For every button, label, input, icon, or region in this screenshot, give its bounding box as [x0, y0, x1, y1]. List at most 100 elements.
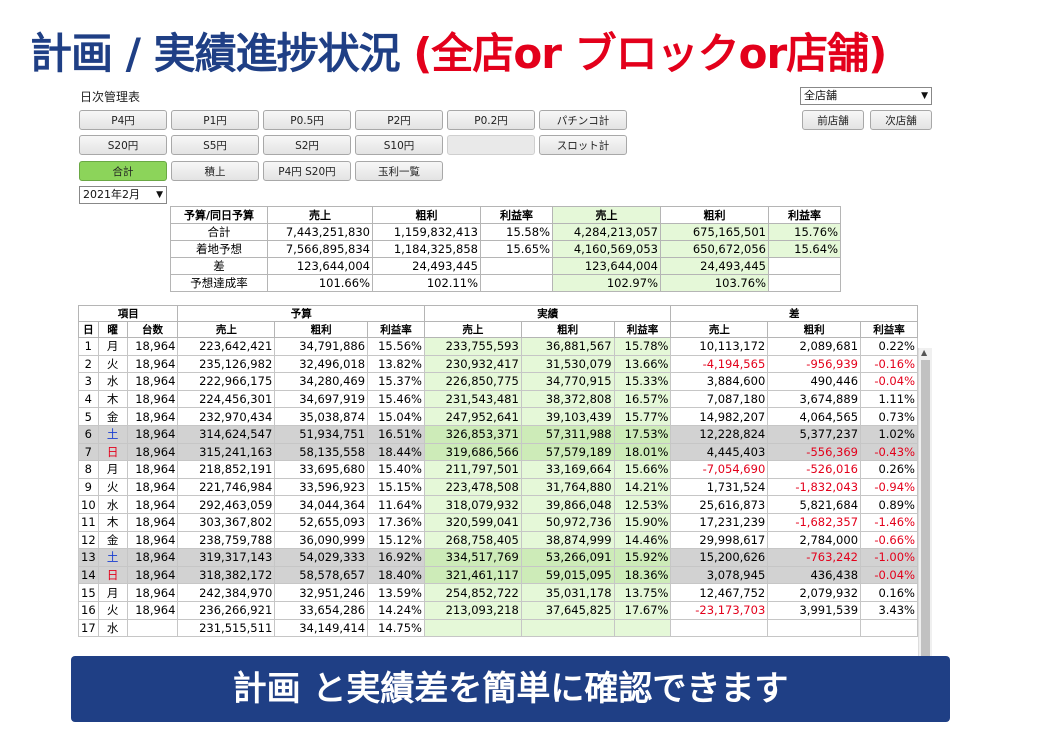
table-cell: 238,759,788	[177, 530, 276, 550]
table-cell: 15.12%	[367, 530, 425, 550]
table-cell: 436,438	[767, 565, 862, 585]
table-cell: 0.73%	[860, 407, 918, 426]
table-cell: 213,093,218	[423, 600, 522, 620]
table-cell	[670, 618, 769, 638]
table-cell: 木	[97, 389, 128, 409]
table-row: 14 日 18,964 318,382,172 58,578,657 18.40% 321,…	[78, 565, 918, 585]
filter-button[interactable]: スロット計	[539, 135, 627, 155]
table-cell: 14.21%	[613, 477, 672, 497]
table-cell: -1,682,357	[767, 512, 862, 532]
filter-button[interactable]: P2円	[355, 110, 443, 130]
table-cell: 34,770,915	[520, 372, 615, 391]
column-header[interactable]: 粗利	[274, 321, 369, 338]
table-cell: 221,746,984	[177, 477, 276, 497]
column-header[interactable]: 粗利	[767, 321, 862, 338]
table-cell: 水	[97, 372, 128, 391]
column-header[interactable]: 曜	[97, 321, 128, 338]
summary-cell: 675,165,501	[660, 223, 769, 241]
summary-cell: 1,159,832,413	[372, 223, 481, 241]
table-cell: -23,173,703	[670, 600, 769, 620]
table-cell: 25,616,873	[670, 495, 769, 514]
summary-body: 合計 7,443,251,830 1,159,832,413 15.58% 4,284,…	[170, 223, 841, 292]
table-cell: 11.64%	[367, 495, 425, 514]
table-row: 1 月 18,964 223,642,421 34,791,886 15.56% 233,7…	[78, 337, 918, 356]
table-cell: -0.04%	[860, 565, 918, 585]
summary-cell	[768, 257, 841, 275]
table-cell: 38,874,999	[520, 530, 615, 550]
column-header[interactable]: 台数	[126, 321, 179, 338]
table-cell	[613, 618, 672, 638]
table-cell: 2	[78, 354, 99, 374]
column-header[interactable]: 売上	[177, 321, 276, 338]
next-store-button[interactable]: 次店舗	[870, 110, 932, 130]
prev-store-button[interactable]: 前店舗	[802, 110, 864, 130]
table-row: 10 水 18,964 292,463,059 34,044,364 11.64% 318,…	[78, 495, 918, 514]
table-cell: 15.33%	[613, 372, 672, 391]
table-cell: 13.75%	[613, 583, 672, 602]
table-cell: 18,964	[126, 389, 179, 409]
table-cell: 18,964	[126, 407, 179, 426]
filter-button[interactable]: 合計	[79, 161, 167, 181]
filter-button[interactable]: 積上	[171, 161, 259, 181]
group-header-item: 項目	[77, 305, 179, 322]
table-cell: 223,478,508	[423, 477, 522, 497]
table-cell: 58,578,657	[274, 565, 369, 585]
table-cell: 日	[97, 442, 128, 462]
column-header[interactable]: 粗利	[520, 321, 615, 338]
table-cell: 10	[78, 495, 99, 514]
app-window: 日次管理表 全店舗 ▼ 前店舗 次店舗 P4円 P1円 P0.5円 P2円 P0.2円パ…	[77, 86, 938, 706]
table-cell: 金	[97, 530, 128, 550]
summary-cell: 15.65%	[480, 240, 553, 258]
summary-header: 粗利	[372, 206, 481, 224]
table-row: 6 土 18,964 314,624,547 51,934,751 16.51% 326,8…	[78, 424, 918, 444]
column-header[interactable]: 利益率	[860, 321, 918, 338]
summary-cell	[480, 274, 553, 292]
filter-button[interactable]: P4円 S20円	[263, 161, 351, 181]
filter-button[interactable]: S10円	[355, 135, 443, 155]
month-select[interactable]: 2021年2月 ▼	[79, 186, 167, 204]
table-cell: 29,998,617	[670, 530, 769, 550]
summary-header: 予算/同日予算	[170, 206, 268, 224]
table-cell: 211,797,501	[423, 460, 522, 479]
table-cell: 15.04%	[367, 407, 425, 426]
table-cell: 13.66%	[613, 354, 672, 374]
table-scrollbar[interactable]: ▲	[918, 348, 932, 678]
table-cell: 31,530,079	[520, 354, 615, 374]
table-row: 3 水 18,964 222,966,175 34,280,469 15.37% 226,8…	[78, 372, 918, 391]
filter-button[interactable]: パチンコ計	[539, 110, 627, 130]
table-cell: 36,881,567	[520, 337, 615, 356]
table-cell: 18,964	[126, 354, 179, 374]
column-header[interactable]: 売上	[423, 321, 522, 338]
table-cell: 1,731,524	[670, 477, 769, 497]
scroll-up-icon[interactable]: ▲	[921, 348, 928, 357]
filter-button[interactable]: 玉利一覧	[355, 161, 443, 181]
table-cell: 54,029,333	[274, 548, 369, 567]
summary-cell: 102.97%	[552, 274, 661, 292]
table-cell: 16.92%	[367, 548, 425, 567]
column-header[interactable]: 利益率	[367, 321, 425, 338]
filter-button[interactable]: S20円	[79, 135, 167, 155]
table-cell: 15.56%	[367, 337, 425, 356]
filter-button[interactable]: P0.2円	[447, 110, 535, 130]
summary-cell: 15.76%	[768, 223, 841, 241]
filter-button[interactable]: S2円	[263, 135, 351, 155]
filter-button[interactable]: P1円	[171, 110, 259, 130]
column-header[interactable]: 日	[78, 321, 99, 338]
table-cell: -7,054,690	[670, 460, 769, 479]
column-header[interactable]: 利益率	[613, 321, 672, 338]
filter-button[interactable]: S5円	[171, 135, 259, 155]
table-cell: 14.24%	[367, 600, 425, 620]
filter-button[interactable]: P4円	[79, 110, 167, 130]
table-cell: 火	[97, 477, 128, 497]
filter-button[interactable]: P0.5円	[263, 110, 351, 130]
column-header[interactable]: 売上	[670, 321, 769, 338]
table-cell: 2,784,000	[767, 530, 862, 550]
table-cell: 230,932,417	[423, 354, 522, 374]
store-select[interactable]: 全店舗 ▼	[800, 87, 932, 105]
summary-cell: 7,566,895,834	[267, 240, 373, 258]
table-cell: 0.22%	[860, 337, 918, 356]
table-cell: 53,266,091	[520, 548, 615, 567]
scrollbar-thumb[interactable]	[921, 360, 930, 672]
summary-header: 利益率	[480, 206, 553, 224]
